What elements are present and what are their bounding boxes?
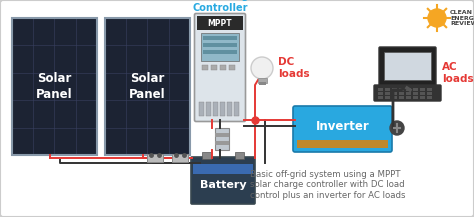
Bar: [211, 65, 217, 70]
Bar: [147, 154, 163, 162]
Circle shape: [428, 9, 446, 27]
Bar: [172, 154, 188, 162]
Text: Inverter: Inverter: [316, 120, 369, 133]
Bar: [420, 92, 425, 94]
Text: Basic off-grid system using a MPPT
solar charge controller with DC load
control : Basic off-grid system using a MPPT solar…: [250, 170, 405, 200]
Bar: [378, 96, 383, 99]
Circle shape: [251, 57, 273, 79]
Bar: [12, 18, 97, 155]
Bar: [235, 152, 244, 159]
Text: MPPT: MPPT: [208, 20, 232, 28]
Bar: [206, 102, 211, 116]
Bar: [193, 164, 253, 174]
Bar: [385, 96, 390, 99]
Bar: [203, 50, 237, 54]
Bar: [213, 102, 218, 116]
Text: Solar Charge
Controller: Solar Charge Controller: [184, 0, 255, 13]
Bar: [406, 88, 411, 90]
Bar: [215, 133, 229, 137]
Text: Solar
Panel: Solar Panel: [36, 72, 73, 100]
Bar: [378, 88, 383, 90]
Bar: [12, 18, 97, 155]
Circle shape: [390, 121, 404, 135]
Bar: [202, 65, 208, 70]
FancyBboxPatch shape: [374, 85, 441, 101]
Text: CLEAN
ENERGY
REVIEWS: CLEAN ENERGY REVIEWS: [450, 10, 474, 26]
Bar: [259, 82, 266, 85]
Bar: [105, 18, 190, 155]
Bar: [413, 92, 418, 94]
Bar: [229, 65, 235, 70]
Bar: [202, 152, 211, 159]
Bar: [258, 78, 267, 83]
Bar: [220, 102, 225, 116]
Text: DC
loads: DC loads: [278, 57, 310, 79]
Bar: [201, 33, 239, 61]
Bar: [203, 43, 237, 47]
Bar: [399, 88, 404, 90]
Bar: [385, 92, 390, 94]
Bar: [385, 88, 390, 90]
FancyBboxPatch shape: [293, 106, 392, 152]
Bar: [399, 92, 404, 94]
Bar: [378, 92, 383, 94]
Bar: [297, 140, 388, 148]
Bar: [105, 18, 190, 155]
Bar: [427, 88, 432, 90]
Text: AC
loads: AC loads: [442, 62, 474, 84]
FancyBboxPatch shape: [379, 47, 436, 87]
Bar: [420, 96, 425, 99]
Bar: [234, 102, 239, 116]
Text: Solar
Panel: Solar Panel: [129, 72, 166, 100]
Bar: [392, 88, 397, 90]
Bar: [420, 88, 425, 90]
Bar: [427, 92, 432, 94]
Bar: [215, 141, 229, 145]
Bar: [406, 92, 411, 94]
Bar: [413, 96, 418, 99]
Bar: [392, 96, 397, 99]
Bar: [197, 16, 243, 30]
Bar: [227, 102, 232, 116]
Bar: [203, 36, 237, 40]
Bar: [220, 65, 226, 70]
FancyBboxPatch shape: [194, 13, 246, 122]
Bar: [199, 102, 204, 116]
Bar: [413, 88, 418, 90]
Bar: [427, 96, 432, 99]
Bar: [406, 96, 411, 99]
Text: Battery: Battery: [200, 181, 246, 191]
FancyBboxPatch shape: [191, 157, 255, 204]
Bar: [392, 92, 397, 94]
Bar: [399, 96, 404, 99]
Bar: [215, 128, 229, 150]
Bar: [384, 52, 431, 80]
